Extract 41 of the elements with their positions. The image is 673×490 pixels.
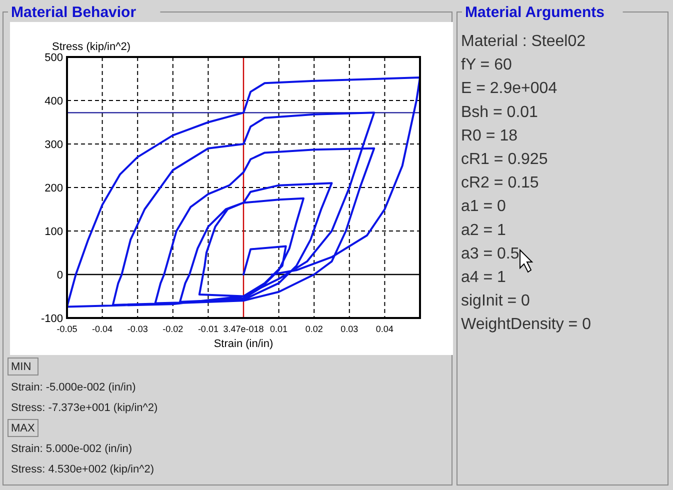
x-tick-label: 3.47e-018 [223, 324, 264, 334]
text: R0 = 18 [461, 127, 518, 144]
x-tick-label: -0.01 [198, 324, 218, 334]
x-tick-label: 0.02 [305, 324, 323, 334]
text: cR2 = 0.15 [461, 174, 539, 192]
y-tick-label: 100 [44, 226, 63, 238]
x-tick-label: -0.03 [127, 324, 148, 334]
x-tick-label: 0.03 [340, 324, 358, 334]
text: sigInit = 0 [461, 292, 530, 310]
y-tick-label: 0 [56, 270, 63, 282]
x-tick-label: -0.04 [92, 324, 113, 334]
text: MIN [11, 361, 32, 373]
x-tick-label: -0.05 [56, 324, 78, 334]
text: cR1 = 0.925 [461, 151, 548, 168]
x-axis-title: Strain (in/in) [214, 338, 274, 350]
x-tick-label: 0.01 [270, 324, 288, 334]
y-tick-label: 400 [44, 96, 63, 108]
text: Bsh = 0.01 [461, 104, 538, 121]
text: Stress: -7.373e+001 (kip/in^2) [11, 402, 158, 414]
text: Material Arguments [465, 4, 604, 21]
chart-title: Material Behavior [11, 4, 136, 21]
line-series [66, 76, 421, 308]
text: a4 = 1 [461, 269, 506, 286]
text: Strain: -5.000e-002 (in/in) [11, 382, 136, 394]
text: fY = 60 [461, 56, 512, 74]
y-tick-label: 200 [44, 182, 63, 194]
x-tick-label: 0.04 [376, 324, 394, 334]
text: a3 = 0.5 [461, 245, 520, 262]
x-tick-label: -0.02 [162, 324, 184, 334]
text: Strain: 5.000e-002 (in/in) [11, 443, 132, 455]
text: a2 = 1 [461, 222, 506, 239]
y-tick-label: 300 [44, 139, 63, 151]
y-axis-title: Stress (kip/in^2) [52, 41, 131, 53]
y-tick-label: -100 [40, 313, 63, 325]
text: Stress: 4.530e+002 (kip/in^2) [11, 464, 154, 476]
text: WeightDensity = 0 [461, 316, 592, 334]
text: Material : Steel02 [461, 33, 586, 50]
text: MAX [11, 422, 36, 434]
text: a1 = 0 [461, 198, 506, 216]
text: E = 2.9e+004 [461, 80, 558, 98]
y-tick-label: 500 [44, 52, 63, 64]
